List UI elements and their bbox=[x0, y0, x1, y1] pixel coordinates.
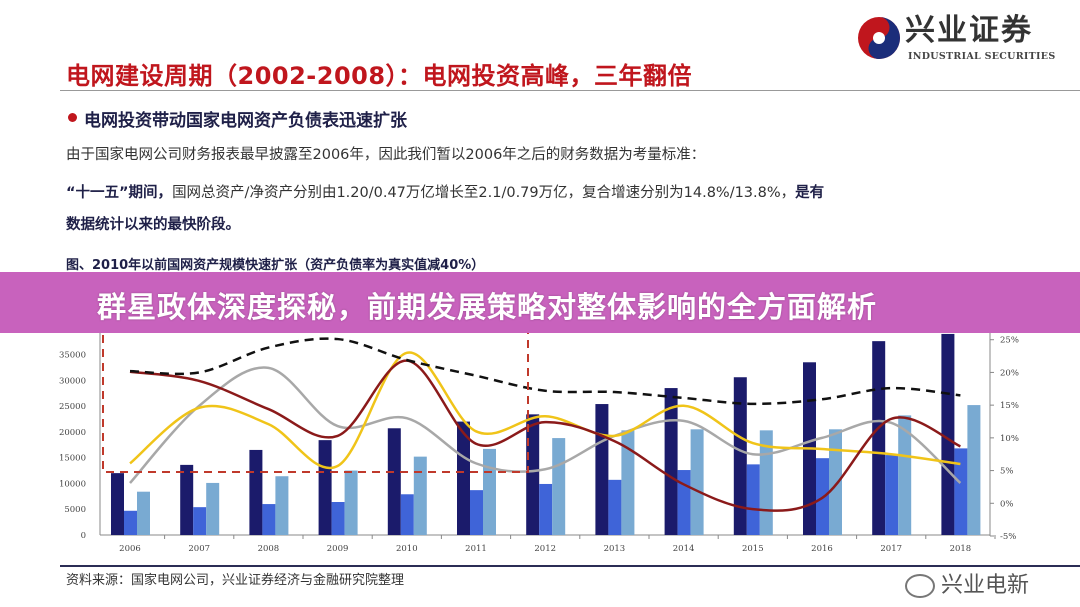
bar-2018-s3 bbox=[967, 405, 981, 535]
bar-2012-s1 bbox=[526, 414, 540, 535]
bar-2007-s2 bbox=[193, 507, 207, 535]
watermark: 兴业电新 bbox=[905, 572, 1029, 600]
chart: 0500010000150002000025000300003500040000… bbox=[59, 299, 1019, 554]
bar-2012-s2 bbox=[539, 483, 553, 535]
slide-title: 电网建设周期（2002-2008）：电网投资高峰，三年翻倍 bbox=[66, 62, 693, 90]
bar-2009-s1 bbox=[318, 440, 332, 535]
x-tick-label: 2013 bbox=[604, 544, 626, 554]
line-series-4 bbox=[129, 366, 962, 484]
logo-name: 兴业证券 bbox=[905, 13, 1033, 48]
watermark-text: 兴业电新 bbox=[941, 573, 1030, 598]
company-logo-icon bbox=[858, 17, 900, 59]
x-tick-label: 2010 bbox=[396, 544, 418, 554]
bar-2007-s1 bbox=[180, 464, 194, 535]
y2-tick-label: -5% bbox=[1000, 532, 1016, 542]
paragraph-2: “十一五”期间，国网总资产/净资产分别由1.20/0.47万亿增长至2.1/0.… bbox=[66, 181, 824, 202]
x-tick-label: 2008 bbox=[258, 544, 280, 554]
bar-2013-s2 bbox=[608, 479, 622, 535]
bar-2014-s2 bbox=[677, 470, 691, 535]
y-tick-label: 20000 bbox=[59, 428, 86, 438]
x-tick-label: 2015 bbox=[742, 544, 764, 554]
x-tick-label: 2009 bbox=[327, 544, 349, 554]
bar-2009-s3 bbox=[344, 470, 358, 535]
banner-title: 群星政体深度探秘，前期发展策略对整体影响的全方面解析 bbox=[97, 290, 878, 324]
bar-2008-s3 bbox=[275, 476, 289, 535]
paragraph-3: 数据统计以来的最快阶段。 bbox=[66, 217, 240, 233]
bar-2018-s1 bbox=[941, 333, 955, 535]
x-tick-label: 2012 bbox=[534, 544, 556, 554]
y-tick-label: 10000 bbox=[59, 479, 86, 489]
y-tick-label: 15000 bbox=[59, 454, 86, 464]
bar-2018-s2 bbox=[954, 448, 968, 535]
y2-tick-label: 25% bbox=[1000, 336, 1019, 346]
x-tick-label: 2011 bbox=[465, 544, 487, 554]
bar-2006-s2 bbox=[124, 510, 137, 535]
bullet-heading: 电网投资带动国家电网资产负债表迅速扩张 bbox=[84, 111, 407, 131]
bar-2014-s1 bbox=[664, 388, 678, 535]
line-series-3 bbox=[129, 351, 961, 470]
y2-tick-label: 0% bbox=[1000, 499, 1014, 509]
source-divider bbox=[60, 565, 1080, 567]
wechat-icon bbox=[905, 574, 935, 598]
figure-caption: 图、2010年以前国网资产规模快速扩张（资产负债率为真实值减40%） bbox=[66, 258, 485, 273]
y-tick-label: 0 bbox=[81, 531, 86, 541]
bullet-icon bbox=[68, 113, 77, 122]
x-tick-label: 2017 bbox=[880, 544, 902, 554]
paragraph-1: 由于国家电网公司财务报表最早披露至2006年，因此我们暂以2006年之后的财务数… bbox=[66, 147, 706, 163]
bar-2015-s1 bbox=[733, 377, 747, 535]
banner bbox=[0, 272, 1080, 333]
paragraph-2-tail: 是有 bbox=[795, 185, 825, 201]
bar-2012-s3 bbox=[552, 438, 566, 535]
bar-2017-s1 bbox=[872, 341, 886, 535]
y2-tick-label: 5% bbox=[1000, 467, 1014, 477]
y-tick-label: 25000 bbox=[59, 402, 86, 412]
bar-2008-s1 bbox=[249, 449, 263, 535]
bar-2010-s1 bbox=[387, 428, 401, 535]
x-tick-label: 2007 bbox=[188, 544, 210, 554]
bar-2014-s3 bbox=[690, 429, 704, 535]
bar-2006-s1 bbox=[111, 473, 124, 535]
bar-2007-s3 bbox=[206, 482, 220, 535]
bar-2013-s1 bbox=[595, 404, 609, 535]
x-tick-label: 2014 bbox=[673, 544, 695, 554]
logo-subtitle: INDUSTRIAL SECURITIES bbox=[908, 51, 1056, 62]
line-series-1 bbox=[129, 337, 961, 406]
x-tick-label: 2016 bbox=[811, 544, 833, 554]
bar-2010-s2 bbox=[400, 494, 414, 535]
y2-tick-label: 15% bbox=[1000, 401, 1019, 411]
bar-2013-s3 bbox=[621, 430, 635, 535]
bar-2011-s3 bbox=[483, 448, 496, 535]
source-note: 资料来源：国家电网公司，兴业证券经济与金融研究院整理 bbox=[66, 573, 405, 588]
bar-2006-s3 bbox=[137, 491, 150, 535]
bar-2017-s2 bbox=[885, 455, 899, 535]
bar-2008-s2 bbox=[262, 504, 276, 535]
x-tick-label: 2006 bbox=[119, 544, 141, 554]
bar-2009-s2 bbox=[331, 502, 345, 535]
bar-2015-s2 bbox=[746, 464, 760, 535]
y-tick-label: 30000 bbox=[59, 376, 86, 386]
bar-2011-s1 bbox=[457, 421, 470, 535]
y-tick-label: 35000 bbox=[59, 351, 86, 361]
y-tick-label: 5000 bbox=[64, 505, 86, 515]
bar-2016-s3 bbox=[829, 429, 842, 535]
x-tick-label: 2018 bbox=[950, 544, 972, 554]
y2-tick-label: 20% bbox=[1000, 368, 1019, 378]
bar-2010-s3 bbox=[413, 456, 427, 535]
paragraph-2-body: 国网总资产/净资产分别由1.20/0.47万亿增长至2.1/0.79万亿，复合增… bbox=[172, 185, 796, 201]
paragraph-2-lead: “十一五”期间， bbox=[66, 185, 173, 201]
title-divider bbox=[60, 90, 1080, 91]
y2-tick-label: 10% bbox=[1000, 434, 1019, 444]
line-series-2 bbox=[129, 359, 961, 512]
bar-2017-s3 bbox=[898, 415, 912, 535]
bar-2011-s2 bbox=[470, 490, 483, 535]
